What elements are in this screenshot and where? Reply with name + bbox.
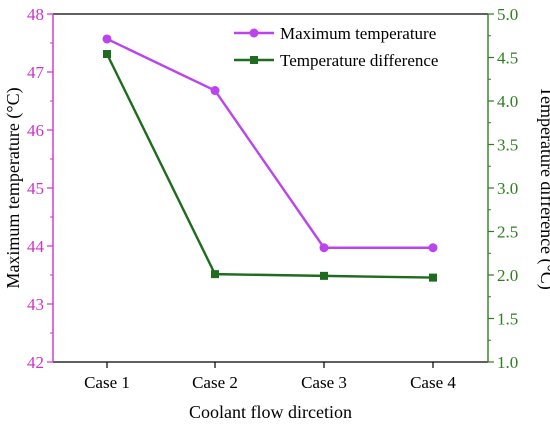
y-right-tick-label: 4.0 <box>497 92 518 111</box>
x-tick-label: Case 4 <box>410 373 456 392</box>
y-left-axis-title: Maximum temperature (°C) <box>3 87 24 288</box>
x-tick-label: Case 1 <box>84 373 130 392</box>
x-tick-label: Case 3 <box>301 373 347 392</box>
y-right-axis-title: Temperature difference (°C) <box>536 86 550 290</box>
y-right-tick-label: 4.5 <box>497 49 518 68</box>
series-line-1 <box>106 37 433 249</box>
series-point <box>429 273 437 282</box>
y-right-tick-label: 3.5 <box>497 136 518 155</box>
y-right-tick-label: 1.5 <box>497 310 518 329</box>
series-line-2 <box>105 53 434 279</box>
legend: Maximum temperature Temperature differenc… <box>234 24 438 70</box>
series-point <box>103 50 111 59</box>
y-right-tick-label: 2.0 <box>497 266 518 285</box>
y-left-tick-label: 42 <box>27 353 44 372</box>
legend-label: Maximum temperature <box>280 24 436 43</box>
series-point <box>210 86 220 96</box>
x-axis-title: Coolant flow dircetion <box>189 402 352 422</box>
legend-marker <box>249 28 259 38</box>
series-point <box>428 243 438 253</box>
legend-label: Temperature difference <box>280 51 438 70</box>
y-right-tick-label: 2.5 <box>497 223 518 242</box>
y-right-tick-label: 1.0 <box>497 353 518 372</box>
y-right-tick-label: 3.0 <box>497 179 518 198</box>
y-left-tick-label: 48 <box>27 5 44 24</box>
y-left-tick-label: 47 <box>27 63 45 82</box>
y-right-tick-label: 5.0 <box>497 5 518 24</box>
series-layer <box>102 34 438 282</box>
y-left-tick-label: 45 <box>27 179 44 198</box>
labels-layer: Case 1 Case 2 Case 3 Case 4 42 43 44 45 46 47 48 1.… <box>3 5 550 422</box>
series-point <box>319 243 329 253</box>
series-point <box>320 271 328 280</box>
x-tick-label: Case 2 <box>192 373 238 392</box>
axes-layer <box>47 13 494 368</box>
series-point <box>102 34 112 44</box>
y-left-tick-label: 46 <box>27 121 44 140</box>
y-left-tick-label: 43 <box>27 295 44 314</box>
y-left-tick-label: 44 <box>27 237 45 256</box>
legend-marker <box>250 56 258 64</box>
series-point <box>211 270 219 279</box>
